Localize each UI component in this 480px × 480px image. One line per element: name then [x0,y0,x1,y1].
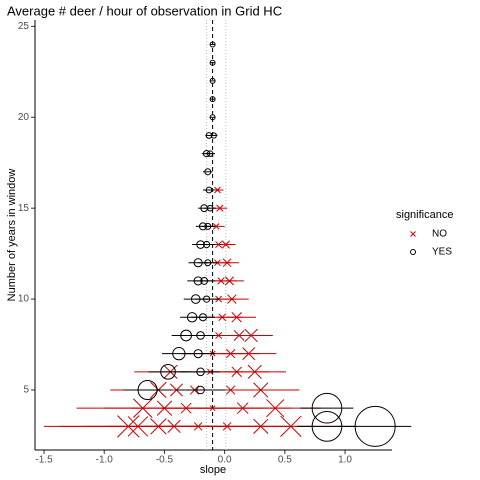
point [247,364,262,379]
point [354,405,396,447]
point [242,347,256,361]
chart-title: Average # deer / hour of observation in … [7,3,282,18]
point [214,186,221,194]
x-tick-label: 1.0 [338,455,352,466]
point [204,259,212,267]
x-axis-title: slope [200,464,226,476]
point [204,168,212,176]
point [202,240,211,249]
point [202,295,211,303]
point [210,132,217,139]
point [221,240,231,249]
point [209,77,216,84]
point [193,349,203,359]
legend-label: NO [432,229,447,240]
point [209,59,216,66]
point [200,276,209,285]
legend-title: significance [396,209,453,221]
point [196,367,205,377]
legend-marker [410,249,416,255]
y-tick-label: 5 [23,385,29,396]
y-tick-label: 15 [18,203,30,214]
point [280,415,302,438]
point [160,364,176,380]
point [216,204,224,212]
x-tick-label: 0.5 [278,455,292,466]
point [206,150,214,157]
point [206,204,214,212]
y-tick-label: 25 [18,21,30,32]
point [209,114,216,121]
point [212,223,220,230]
point [266,399,285,418]
point [224,276,234,286]
x-tick-label: 0.0 [218,455,232,466]
point [196,385,205,395]
point [227,294,237,304]
point [205,186,213,194]
point [137,379,158,401]
y-tick-label: 10 [18,294,30,305]
point [222,258,232,268]
y-axis-title: Number of years in window [6,169,18,302]
point [231,312,242,323]
point [196,331,205,340]
x-tick-label: -1.0 [96,455,114,466]
point [209,41,216,48]
point [253,382,269,398]
legend-label: YES [432,247,452,258]
x-tick-label: -1.5 [35,455,53,466]
point [244,328,258,343]
y-tick-label: 20 [18,112,30,123]
legend-marker [410,231,416,237]
point [209,96,216,103]
point [198,313,208,322]
x-tick-label: -0.5 [156,455,174,466]
point [204,222,212,230]
point [311,392,343,424]
